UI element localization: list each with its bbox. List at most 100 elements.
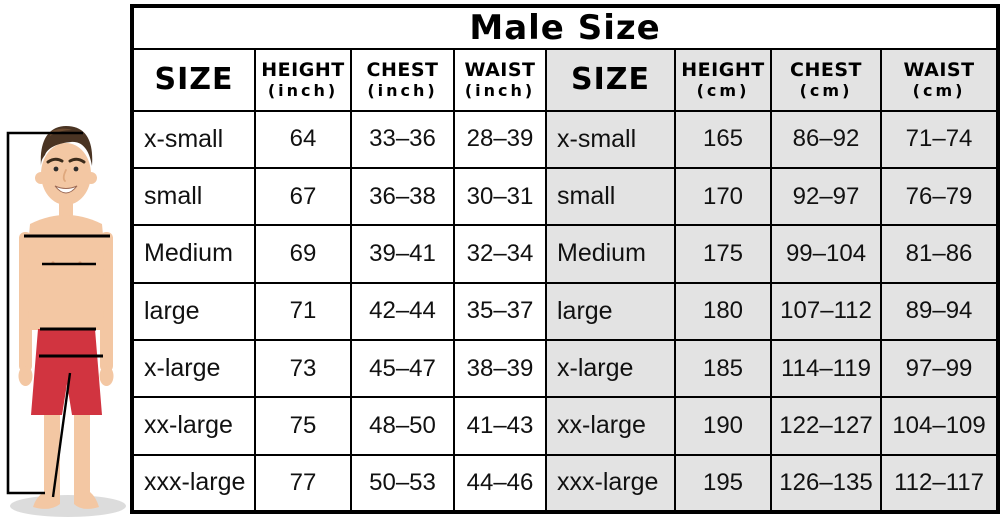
waist-cm-cell: 71–74 [879,109,1000,169]
chest-inch-cell: 39–41 [350,224,455,284]
table-row: large 71 42–44 35–37 large 180 107–112 8… [131,281,1000,341]
header-unit: (inch) [367,81,438,101]
header-label: CHEST [366,59,439,82]
table-row: Medium 69 39–41 32–34 Medium 175 99–104 … [131,224,1000,284]
height-inch-cell: 77 [254,453,352,514]
size-label-cell: xxx-large [545,453,676,514]
header-label: CHEST [790,59,862,82]
size-label-cell: xx-large [545,396,676,456]
nose [62,169,67,182]
height-inch-cell: 75 [254,396,352,456]
column-header-waist-cm: WAIST (cm) [879,48,1000,112]
male-figure-svg [6,126,126,517]
chest-inch-cell: 33–36 [350,109,455,169]
header-label: HEIGHT [261,59,345,82]
right-leg [74,400,90,494]
header-label: WAIST [464,59,536,82]
height-cm-cell: 185 [674,338,772,399]
size-label-cell: x-large [131,338,256,399]
waist-cm-cell: 89–94 [879,281,1000,341]
height-inch-cell: 73 [254,338,352,399]
header-label: SIZE [570,62,650,98]
chest-cm-cell: 126–135 [770,453,882,514]
column-header-waist-inch: WAIST (inch) [453,48,547,112]
waist-inch-cell: 30–31 [453,166,547,227]
left-eye [53,166,59,172]
column-header-size-inch: SIZE [131,48,256,112]
waist-cm-cell: 97–99 [879,338,1000,399]
height-cm-cell: 190 [674,396,772,456]
red-shorts [31,329,102,415]
table-row: x-large 73 45–47 38–39 x-large 185 114–1… [131,338,1000,399]
column-header-height-inch: HEIGHT (inch) [254,48,352,112]
chest-inch-cell: 50–53 [350,453,455,514]
height-cm-cell: 170 [674,166,772,227]
left-hand [18,366,33,386]
table-title: Male Size [130,4,1000,51]
right-foot [74,492,99,509]
inseam-measure-line [51,372,72,498]
header-label: WAIST [903,59,975,82]
title-row: Male Size [130,4,1000,51]
chest-cm-cell: 92–97 [770,166,882,227]
size-label-cell: x-small [131,109,256,169]
size-label-cell: xx-large [131,396,256,456]
chest-cm-cell: 122–127 [770,396,882,456]
size-label-cell: x-large [545,338,676,399]
chest-inch-cell: 36–38 [350,166,455,227]
header-unit: (cm) [912,81,966,101]
column-header-chest-cm: CHEST (cm) [770,48,882,112]
height-cm-cell: 195 [674,453,772,514]
hair [40,126,93,166]
waist-cm-cell: 104–109 [879,396,1000,456]
height-cm-cell: 180 [674,281,772,341]
height-inch-cell: 64 [254,109,352,169]
table-row: small 67 36–38 30–31 small 170 92–97 76–… [131,166,1000,227]
table-row: xx-large 75 48–50 41–43 xx-large 190 122… [131,396,1000,456]
waist-inch-cell: 44–46 [453,453,547,514]
chest-inch-cell: 48–50 [350,396,455,456]
size-label-cell: x-small [545,109,676,169]
chest-cm-cell: 86–92 [770,109,882,169]
size-table: Male Size SIZE HEIGHT (inch) CHEST (inch… [130,4,1000,514]
height-cm-cell: 165 [674,109,772,169]
waist-cm-cell: 81–86 [879,224,1000,284]
size-label-cell: xxx-large [131,453,256,514]
size-table-container: Male Size SIZE HEIGHT (inch) CHEST (inch… [130,4,1000,514]
chest-cm-cell: 99–104 [770,224,882,284]
header-unit: (cm) [799,81,853,101]
hair-highlight [50,128,72,136]
header-unit: (inch) [267,81,339,101]
size-label-cell: small [131,166,256,227]
height-inch-cell: 67 [254,166,352,227]
smile-mouth [54,185,78,194]
right-eye [73,166,79,172]
header-row: SIZE HEIGHT (inch) CHEST (inch) WAIST (i… [131,48,1000,112]
left-foot [33,492,60,509]
table-row: x-small 64 33–36 28–39 x-small 165 86–92… [131,109,1000,169]
torso [28,215,104,330]
chest-cm-cell: 114–119 [770,338,882,399]
header-label: SIZE [154,62,234,98]
size-label-cell: Medium [131,224,256,284]
height-measure-line [6,131,83,495]
right-eyebrow [68,157,86,164]
male-figure-illustration [0,100,132,524]
waist-cm-cell: 76–79 [879,166,1000,227]
chest-cm-cell: 107–112 [770,281,882,341]
header-unit: (inch) [464,81,536,101]
face [41,143,91,205]
figure-shadow [10,495,126,517]
waist-inch-cell: 41–43 [453,396,547,456]
chest-inch-cell: 42–44 [350,281,455,341]
chest-inch-cell: 45–47 [350,338,455,399]
waist-inch-cell: 35–37 [453,281,547,341]
right-hand [99,366,114,386]
header-unit: (cm) [696,81,750,101]
waist-inch-cell: 32–34 [453,224,547,284]
header-label: HEIGHT [681,59,765,82]
column-header-chest-inch: CHEST (inch) [350,48,455,112]
height-inch-cell: 71 [254,281,352,341]
column-header-size-cm: SIZE [545,48,676,112]
